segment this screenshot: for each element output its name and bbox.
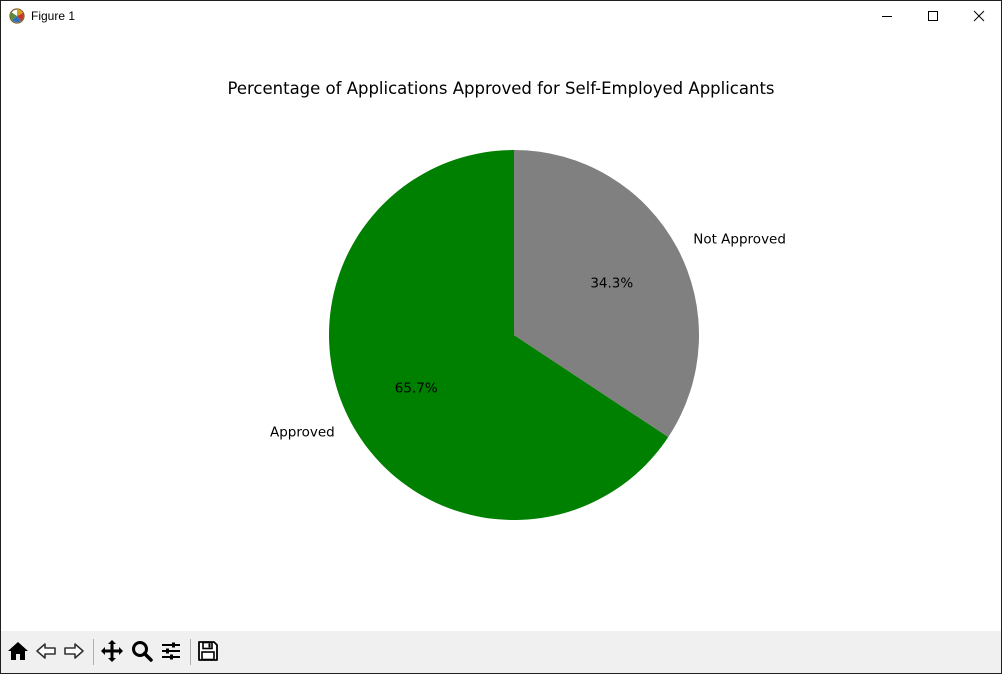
save-button[interactable]	[194, 639, 222, 667]
back-icon	[35, 640, 57, 666]
maximize-icon	[927, 10, 939, 22]
zoom-button[interactable]	[128, 639, 156, 667]
back-button[interactable]	[32, 639, 60, 667]
zoom-icon	[131, 640, 153, 666]
toolbar-separator	[93, 639, 94, 665]
maximize-button[interactable]	[910, 1, 956, 31]
close-icon	[973, 10, 985, 22]
pie-slice-approved	[328, 150, 669, 520]
pie-category-label: Not Approved	[693, 232, 786, 248]
chart-title: Percentage of Applications Approved for …	[227, 79, 775, 98]
minimize-icon	[881, 10, 893, 22]
figure-canvas[interactable]: Percentage of Applications Approved for …	[1, 31, 1001, 631]
pie-category-label: Approved	[270, 424, 335, 440]
pan-icon	[100, 639, 124, 667]
pie-chart: 65.7% Approved 34.3% Not Approved	[270, 150, 786, 520]
home-button[interactable]	[4, 639, 32, 667]
pan-button[interactable]	[98, 639, 126, 667]
pie-slice-not-approved	[514, 150, 699, 438]
configure-subplots-button[interactable]	[157, 639, 185, 667]
minimize-button[interactable]	[864, 1, 910, 31]
forward-icon	[63, 640, 85, 666]
window-title: Figure 1	[31, 9, 76, 23]
pie-percent-label: 65.7%	[395, 381, 438, 397]
navigation-toolbar	[1, 631, 1001, 673]
configure-subplots-icon	[160, 640, 182, 666]
title-bar[interactable]: Figure 1	[1, 1, 1001, 31]
matplotlib-icon	[8, 7, 26, 25]
pie-percent-label: 34.3%	[590, 275, 633, 291]
home-icon	[7, 640, 29, 666]
close-button[interactable]	[956, 1, 1001, 31]
toolbar-separator	[190, 639, 191, 665]
forward-button[interactable]	[60, 639, 88, 667]
save-icon	[197, 640, 219, 666]
